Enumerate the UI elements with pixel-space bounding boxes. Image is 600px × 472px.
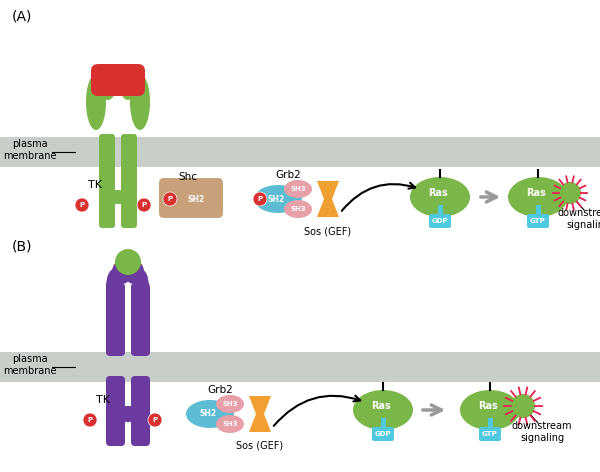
FancyBboxPatch shape xyxy=(159,178,223,218)
Text: P: P xyxy=(79,202,85,208)
Ellipse shape xyxy=(124,260,144,284)
Text: downstream
signaling: downstream signaling xyxy=(512,421,572,443)
FancyBboxPatch shape xyxy=(99,134,115,170)
Ellipse shape xyxy=(106,269,122,305)
Bar xyxy=(0,352,600,382)
Text: P: P xyxy=(142,202,146,208)
Text: (B): (B) xyxy=(12,240,32,254)
Circle shape xyxy=(559,182,581,204)
FancyBboxPatch shape xyxy=(106,283,125,356)
Circle shape xyxy=(75,198,89,212)
Text: Grb2: Grb2 xyxy=(207,385,233,395)
Polygon shape xyxy=(317,199,339,217)
Text: SH3: SH3 xyxy=(290,186,306,192)
Polygon shape xyxy=(249,414,271,432)
Circle shape xyxy=(163,192,177,206)
Ellipse shape xyxy=(133,269,149,305)
Text: GTP: GTP xyxy=(482,431,498,437)
Ellipse shape xyxy=(284,200,312,218)
Text: plasma
membrane: plasma membrane xyxy=(3,354,57,376)
Text: GTP: GTP xyxy=(530,218,546,224)
Text: Sos (GEF): Sos (GEF) xyxy=(236,441,284,451)
Bar xyxy=(380,418,386,430)
FancyBboxPatch shape xyxy=(106,376,125,446)
Ellipse shape xyxy=(86,74,106,130)
Circle shape xyxy=(115,249,141,275)
Text: Ras: Ras xyxy=(478,401,498,411)
Text: TK: TK xyxy=(88,180,102,190)
Text: SH3: SH3 xyxy=(222,401,238,407)
Circle shape xyxy=(253,192,267,206)
Text: Sos (GEF): Sos (GEF) xyxy=(304,226,352,236)
Ellipse shape xyxy=(216,415,244,433)
Text: Ras: Ras xyxy=(428,188,448,198)
Ellipse shape xyxy=(186,400,234,428)
Text: (A): (A) xyxy=(12,10,32,24)
Ellipse shape xyxy=(106,190,130,204)
Circle shape xyxy=(511,394,535,418)
Text: P: P xyxy=(88,417,92,423)
Text: SH3: SH3 xyxy=(222,421,238,427)
Bar xyxy=(437,205,443,217)
Ellipse shape xyxy=(130,74,150,130)
Ellipse shape xyxy=(508,177,568,217)
FancyBboxPatch shape xyxy=(121,134,137,170)
Circle shape xyxy=(148,413,162,427)
Text: SH3: SH3 xyxy=(290,206,306,212)
Text: Shc: Shc xyxy=(179,172,197,182)
Text: SH2: SH2 xyxy=(268,194,284,203)
Bar xyxy=(536,205,541,217)
Text: downstream
signaling: downstream signaling xyxy=(558,208,600,230)
Text: Ras: Ras xyxy=(371,401,391,411)
Ellipse shape xyxy=(284,180,312,198)
FancyBboxPatch shape xyxy=(131,283,150,356)
Circle shape xyxy=(83,413,97,427)
Ellipse shape xyxy=(216,395,244,413)
Text: P: P xyxy=(167,196,173,202)
Ellipse shape xyxy=(353,390,413,430)
Bar xyxy=(0,137,600,167)
Polygon shape xyxy=(249,396,271,414)
Ellipse shape xyxy=(460,390,520,430)
Ellipse shape xyxy=(119,64,137,100)
FancyBboxPatch shape xyxy=(372,427,394,441)
Text: P: P xyxy=(257,196,263,202)
Circle shape xyxy=(137,198,151,212)
Text: Grb2: Grb2 xyxy=(275,170,301,180)
Text: GDP: GDP xyxy=(431,218,448,224)
Polygon shape xyxy=(317,181,339,199)
Text: P: P xyxy=(152,417,158,423)
FancyBboxPatch shape xyxy=(121,162,137,228)
Text: Ras: Ras xyxy=(526,188,546,198)
Text: TK: TK xyxy=(96,395,110,405)
FancyBboxPatch shape xyxy=(479,427,501,441)
FancyBboxPatch shape xyxy=(91,64,145,96)
FancyBboxPatch shape xyxy=(527,214,549,228)
Text: plasma
membrane: plasma membrane xyxy=(3,139,57,161)
Bar xyxy=(487,418,493,430)
Ellipse shape xyxy=(410,177,470,217)
Ellipse shape xyxy=(99,64,117,100)
Text: SH2: SH2 xyxy=(199,410,217,419)
Ellipse shape xyxy=(115,406,141,422)
FancyBboxPatch shape xyxy=(131,376,150,446)
FancyBboxPatch shape xyxy=(429,214,451,228)
Ellipse shape xyxy=(254,185,302,213)
Ellipse shape xyxy=(112,260,132,284)
Text: SH2: SH2 xyxy=(187,194,205,203)
FancyBboxPatch shape xyxy=(99,162,115,228)
Text: GDP: GDP xyxy=(374,431,391,437)
